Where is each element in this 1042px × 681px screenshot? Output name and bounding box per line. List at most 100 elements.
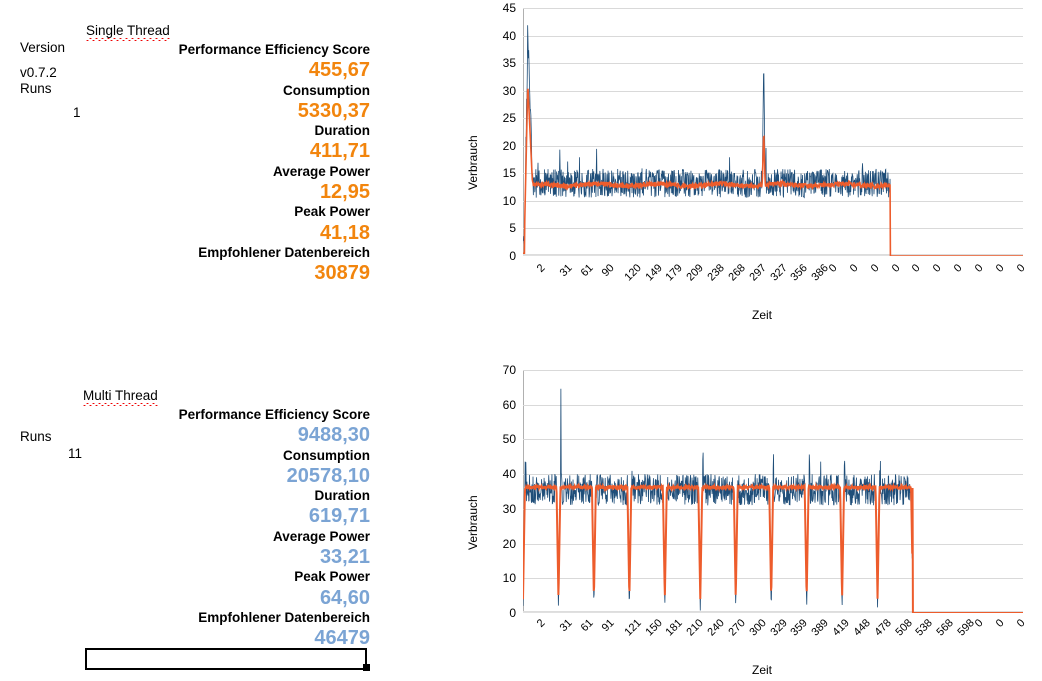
x-tick-label: 31 (557, 617, 575, 635)
gridline (523, 173, 1023, 174)
x-axis-title: Zeit (752, 308, 773, 322)
x-tick-label: 0 (972, 262, 986, 275)
x-tick-label: 268 (726, 262, 748, 284)
runs-label-single: Runs (20, 81, 52, 96)
single-thread-title: Single Thread (86, 23, 170, 38)
x-tick-label: 0 (889, 262, 903, 275)
y-tick-label: 5 (509, 221, 516, 236)
version-label: Version (20, 40, 66, 55)
x-tick-label: 297 (747, 262, 769, 284)
metric-value: 411,71 (309, 140, 370, 163)
metric-label: Average Power (272, 528, 370, 544)
gridline (523, 405, 1023, 406)
x-tick-label: 270 (726, 617, 748, 639)
zero-baseline-band (523, 254, 1023, 256)
x-tick-label: 0 (847, 262, 861, 275)
x-tick-label: 0 (993, 617, 1007, 630)
y-tick-label: 70 (502, 363, 516, 377)
metric-label: Performance Efficiency Score (178, 42, 370, 57)
y-axis-title: Verbrauch (466, 135, 480, 190)
metric-label: Empfohlener Datenbereich (198, 609, 370, 625)
x-tick-label: 0 (931, 262, 944, 275)
y-tick-label: 0 (509, 249, 516, 263)
multi-thread-metrics: Performance Efficiency Score 9488,30 Con… (40, 405, 370, 649)
x-tick-label: 538 (913, 617, 936, 639)
metric-label: Peak Power (294, 569, 370, 585)
selection-resize-handle[interactable] (363, 664, 370, 671)
gridline (523, 63, 1023, 64)
x-tick-label: 419 (830, 617, 852, 639)
metric-label: Empfohlener Datenbereich (198, 244, 370, 260)
x-tick-label: 121 (622, 617, 644, 639)
zero-baseline-band (523, 611, 1023, 613)
metric-label: Performance Efficiency Score (178, 407, 370, 422)
y-tick-label: 60 (502, 397, 516, 412)
x-tick-label: 61 (578, 617, 596, 635)
y-axis-line (523, 370, 524, 613)
x-tick-label: 478 (872, 617, 894, 639)
plot-area (523, 8, 1023, 256)
y-tick-label: 35 (502, 56, 516, 71)
single-thread-chart[interactable]: Verbrauch 0 5 10 15 20 25 30 35 40 45 2 31 61 90 120 1… (440, 0, 1042, 330)
x-tick-label: 179 (663, 262, 686, 284)
plot-area (523, 370, 1023, 613)
y-tick-label: 10 (502, 193, 516, 208)
gridline (523, 201, 1023, 202)
metric-value: 9488,30 (297, 424, 370, 447)
metric-label: Consumption (283, 447, 370, 463)
multi-thread-chart[interactable]: Verbrauch 0 10 20 30 40 50 60 70 2 31 61 91 121 150 1… (440, 360, 1042, 681)
metric-value: 5330,37 (297, 99, 370, 122)
single-thread-title-text: Single Thread (86, 23, 170, 38)
single-thread-panel: Single Thread Version v0.7.2 Runs 1 Perf… (0, 0, 430, 340)
y-tick-label: 20 (502, 138, 516, 153)
metric-value: 33,21 (319, 546, 370, 569)
metric-label: Average Power (272, 163, 370, 179)
y-tick-label: 20 (502, 536, 516, 551)
multi-thread-title-text: Multi Thread (83, 388, 158, 403)
x-tick-label: 209 (684, 262, 707, 284)
series-raw-consumption (523, 25, 1023, 256)
x-tick-label: 448 (851, 617, 873, 639)
y-tick-label: 15 (502, 166, 516, 181)
single-thread-metrics: Performance Efficiency Score 455,67 Cons… (40, 40, 370, 284)
y-tick-label: 30 (502, 83, 516, 98)
series-canvas (523, 388, 1023, 613)
x-tick-label: 300 (747, 617, 769, 639)
metric-value: 41,18 (319, 221, 370, 244)
runs-value-single: 1 (73, 105, 81, 120)
y-tick-label: 25 (502, 111, 516, 126)
gridline (523, 578, 1023, 579)
x-tick-label: 389 (809, 617, 832, 639)
x-tick-label: 61 (578, 262, 596, 280)
version-value: v0.7.2 (20, 65, 57, 80)
x-tick-label: 2 (535, 617, 549, 630)
metric-value: 20578,10 (286, 464, 370, 487)
multi-thread-title: Multi Thread (83, 388, 158, 403)
y-tick-label: 10 (502, 571, 516, 586)
metric-label: Peak Power (294, 204, 370, 220)
metric-label: Duration (314, 488, 371, 504)
x-tick-label: 0 (993, 262, 1007, 275)
x-axis-title: Zeit (752, 663, 773, 677)
gridline (523, 146, 1023, 147)
gridline (523, 228, 1023, 229)
x-tick-label: 90 (599, 262, 617, 280)
x-tick-label: 31 (557, 262, 575, 280)
x-tick-label: 91 (599, 617, 617, 635)
metric-label: Consumption (283, 82, 370, 98)
selected-shape-box[interactable] (85, 648, 367, 670)
metric-value: 619,71 (308, 505, 370, 528)
x-tick-label: 149 (642, 262, 665, 284)
gridline (523, 91, 1023, 92)
x-tick-label: 0 (868, 262, 882, 275)
metric-value: 12,95 (319, 181, 370, 204)
x-tick-label: 210 (684, 617, 707, 639)
x-tick-label: 238 (705, 262, 727, 284)
runs-value-multi: 11 (68, 446, 83, 461)
y-axis-title: Verbrauch (466, 495, 480, 550)
x-tick-label: 0 (826, 262, 840, 275)
y-tick-label: 45 (502, 1, 516, 15)
x-tick-label: 120 (622, 262, 644, 284)
metric-value: 64,60 (319, 586, 370, 609)
